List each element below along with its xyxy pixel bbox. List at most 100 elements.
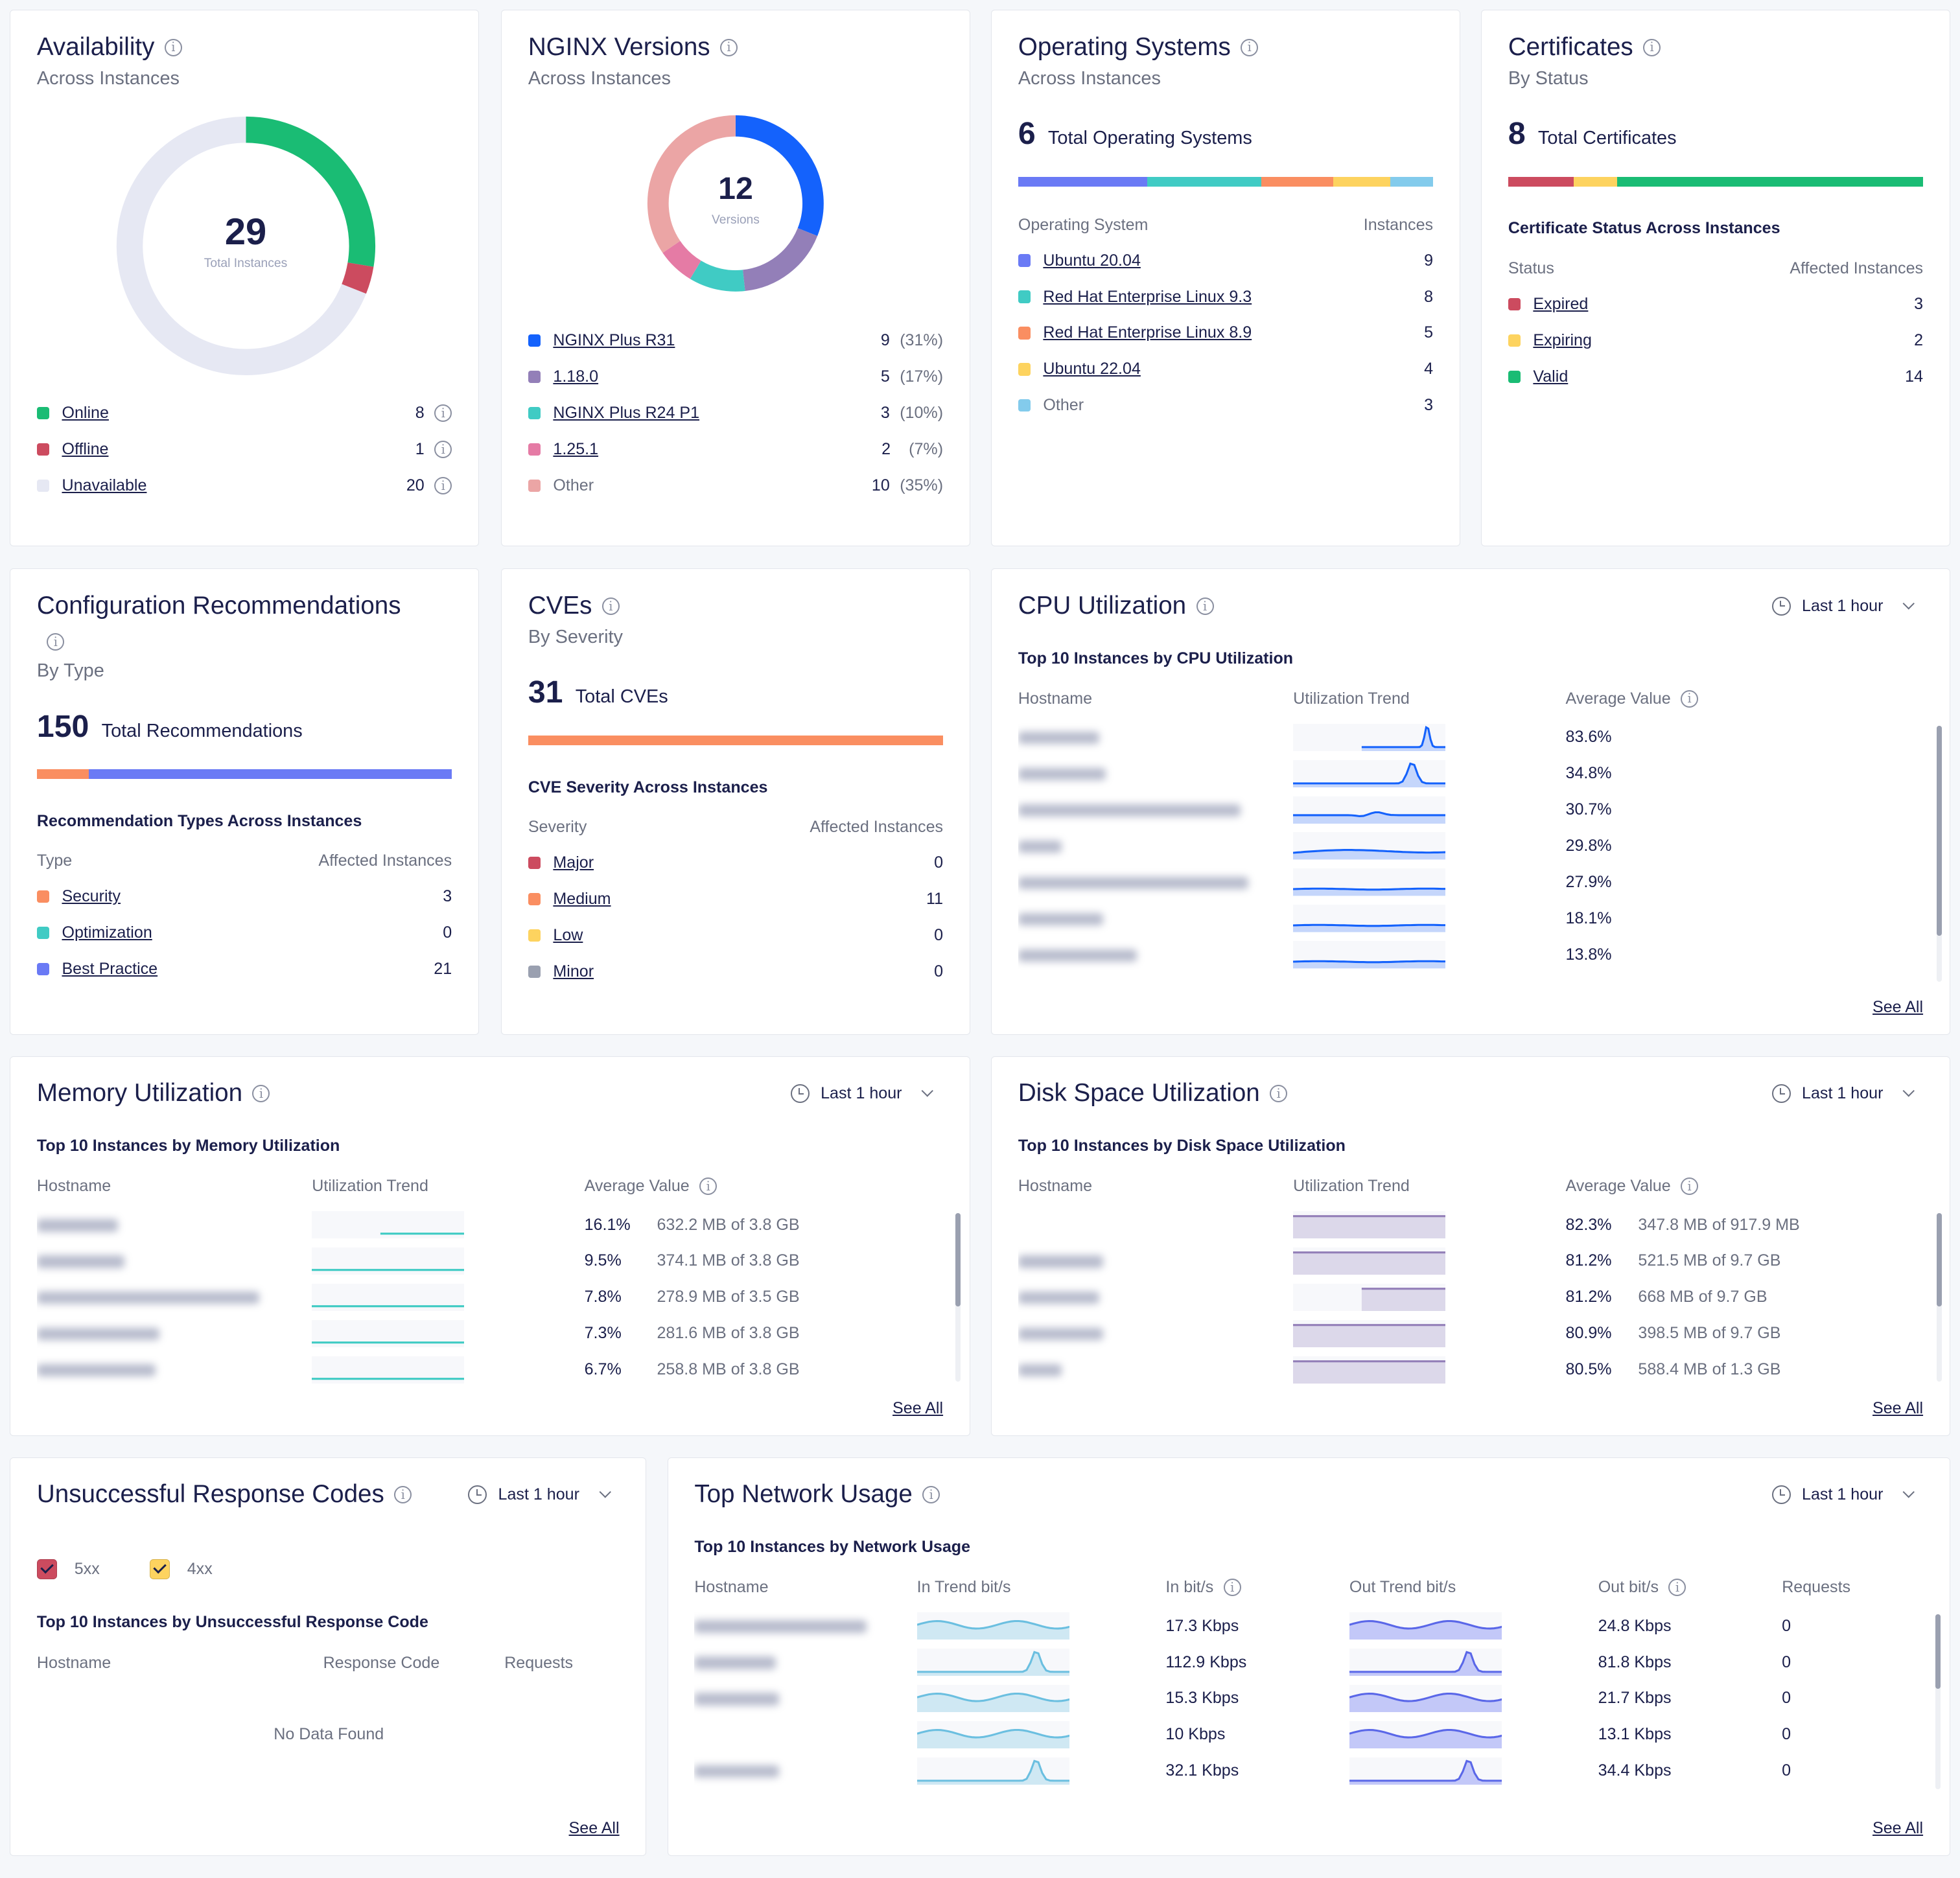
table-row[interactable]: 27.9% <box>1018 864 1919 901</box>
hostname-redacted[interactable] <box>1018 732 1100 745</box>
hostname-redacted[interactable] <box>1018 1328 1103 1341</box>
hostname-redacted[interactable] <box>1018 840 1062 853</box>
info-icon[interactable]: i <box>1681 1177 1699 1195</box>
bar-segment-ubuntu-20-04[interactable] <box>1018 176 1147 187</box>
legend-label[interactable]: Low <box>553 926 583 945</box>
info-icon[interactable]: i <box>1668 1578 1686 1596</box>
table-row[interactable]: 16.1% 632.2 MB of 3.8 GB <box>36 1207 937 1243</box>
time-range-dropdown[interactable]: Last 1 hour <box>468 1485 611 1505</box>
donut-slice-nginx-plus-r31[interactable] <box>735 115 824 236</box>
info-icon[interactable]: i <box>434 440 452 458</box>
hostname-redacted[interactable] <box>1018 912 1103 926</box>
bar-segment-best-practice[interactable] <box>88 769 452 780</box>
scrollbar-thumb[interactable] <box>1937 725 1942 936</box>
donut-slice-1-25-1[interactable] <box>662 240 702 279</box>
info-icon[interactable]: i <box>1223 1578 1241 1596</box>
time-range-dropdown[interactable]: Last 1 hour <box>1771 1084 1915 1104</box>
hostname-redacted[interactable] <box>36 1328 159 1341</box>
legend-label[interactable]: Best Practice <box>62 960 158 979</box>
donut-slice-online[interactable] <box>245 116 375 267</box>
see-all-link[interactable]: See All <box>1872 997 1924 1016</box>
bar-segment-ubuntu-22-04[interactable] <box>1333 176 1390 187</box>
table-row[interactable]: 17.3 Kbps 24.8 Kbps 0 <box>694 1608 1919 1644</box>
table-row[interactable]: 82.3% 347.8 MB of 917.9 MB <box>1018 1207 1919 1243</box>
info-icon[interactable]: i <box>1196 597 1214 615</box>
table-row[interactable]: 32.1 Kbps 34.4 Kbps 0 <box>694 1753 1919 1789</box>
hostname-redacted[interactable] <box>36 1255 124 1268</box>
hostname-redacted[interactable] <box>1018 1364 1062 1377</box>
legend-label[interactable]: Red Hat Enterprise Linux 9.3 <box>1043 287 1252 306</box>
legend-label[interactable]: Medium <box>553 890 611 909</box>
legend-label[interactable]: Optimization <box>62 923 152 942</box>
legend-label[interactable]: Expiring <box>1533 331 1592 350</box>
legend-label[interactable]: NGINX Plus R31 <box>553 331 675 350</box>
table-row[interactable]: 81.2% 668 MB of 9.7 GB <box>1018 1279 1919 1316</box>
info-icon[interactable]: i <box>252 1084 270 1102</box>
legend-label[interactable]: Expired <box>1533 295 1589 314</box>
hostname-redacted[interactable] <box>36 1219 119 1232</box>
see-all-link[interactable]: See All <box>892 1398 944 1417</box>
filter-checkbox-5xx[interactable]: 5xx <box>36 1559 100 1579</box>
filter-checkbox-4xx[interactable]: 4xx <box>149 1559 213 1579</box>
info-icon[interactable]: i <box>164 38 182 56</box>
time-range-dropdown[interactable]: Last 1 hour <box>1771 597 1915 616</box>
legend-label[interactable]: 1.18.0 <box>553 367 599 386</box>
table-row[interactable]: 80.9% 398.5 MB of 9.7 GB <box>1018 1316 1919 1352</box>
bar-segment-expired[interactable] <box>1508 176 1574 187</box>
legend-label[interactable]: Unavailable <box>62 476 147 494</box>
table-row[interactable]: 83.6% <box>1018 719 1919 756</box>
hostname-redacted[interactable] <box>36 1292 260 1304</box>
checkbox-checked[interactable] <box>36 1559 57 1579</box>
table-row[interactable]: 7.3% 281.6 MB of 3.8 GB <box>36 1316 937 1352</box>
scrollbar[interactable] <box>1937 1212 1942 1382</box>
bar-segment-security[interactable] <box>36 769 89 780</box>
table-row[interactable]: 7.8% 278.9 MB of 3.5 GB <box>36 1279 937 1316</box>
scrollbar[interactable] <box>1937 725 1942 982</box>
info-icon[interactable]: i <box>434 476 452 494</box>
table-row[interactable]: 80.5% 588.4 MB of 1.3 GB <box>1018 1352 1919 1388</box>
table-row[interactable]: 6.7% 258.8 MB of 3.8 GB <box>36 1352 937 1388</box>
legend-label[interactable]: 1.25.1 <box>553 439 599 458</box>
see-all-link[interactable]: See All <box>1872 1818 1924 1837</box>
hostname-redacted[interactable] <box>1018 768 1106 781</box>
legend-label[interactable]: Valid <box>1533 367 1569 386</box>
info-icon[interactable]: i <box>601 597 620 615</box>
scrollbar-thumb[interactable] <box>955 1212 961 1307</box>
donut-slice-1-18-0[interactable] <box>742 227 818 291</box>
hostname-redacted[interactable] <box>694 1620 867 1633</box>
donut-slice-offline[interactable] <box>341 262 373 294</box>
info-icon[interactable]: i <box>922 1485 940 1503</box>
donut-slice-unavailable[interactable] <box>116 116 366 375</box>
bar-segment-red-hat-enterprise-linux-9-3[interactable] <box>1147 176 1262 187</box>
donut-slice-nginx-plus-r24-p1[interactable] <box>690 260 745 292</box>
table-row[interactable]: 15.3 Kbps 21.7 Kbps 0 <box>694 1680 1919 1717</box>
hostname-redacted[interactable] <box>694 1656 776 1669</box>
legend-label[interactable]: Ubuntu 22.04 <box>1043 360 1141 378</box>
legend-label[interactable]: Security <box>62 887 121 906</box>
see-all-link[interactable]: See All <box>568 1818 620 1837</box>
time-range-dropdown[interactable]: Last 1 hour <box>1771 1485 1915 1505</box>
legend-label[interactable]: Major <box>553 853 594 872</box>
info-icon[interactable]: i <box>1681 690 1699 708</box>
table-row[interactable]: 10 Kbps 13.1 Kbps 0 <box>694 1717 1919 1753</box>
legend-label[interactable]: NGINX Plus R24 P1 <box>553 403 700 422</box>
info-icon[interactable]: i <box>434 404 452 422</box>
bar-segment-other[interactable] <box>1390 176 1434 187</box>
hostname-redacted[interactable] <box>1018 1292 1100 1304</box>
info-icon[interactable]: i <box>1643 38 1661 56</box>
info-icon[interactable]: i <box>1270 1084 1288 1102</box>
table-row[interactable]: 81.2% 521.5 MB of 9.7 GB <box>1018 1243 1919 1279</box>
hostname-redacted[interactable] <box>36 1364 156 1377</box>
hostname-redacted[interactable] <box>694 1765 780 1778</box>
bar-segment-expiring[interactable] <box>1573 176 1618 187</box>
bar-segment-red-hat-enterprise-linux-8-9[interactable] <box>1261 176 1333 187</box>
info-icon[interactable]: i <box>720 38 738 56</box>
hostname-redacted[interactable] <box>1018 949 1138 962</box>
info-icon[interactable]: i <box>47 632 65 651</box>
legend-label[interactable]: Ubuntu 20.04 <box>1043 251 1141 270</box>
legend-label[interactable]: Offline <box>62 439 109 458</box>
table-row[interactable]: 34.8% <box>1018 756 1919 792</box>
legend-label[interactable]: Online <box>62 403 109 422</box>
see-all-link[interactable]: See All <box>1872 1398 1924 1417</box>
bar-segment-valid[interactable] <box>1617 176 1924 187</box>
